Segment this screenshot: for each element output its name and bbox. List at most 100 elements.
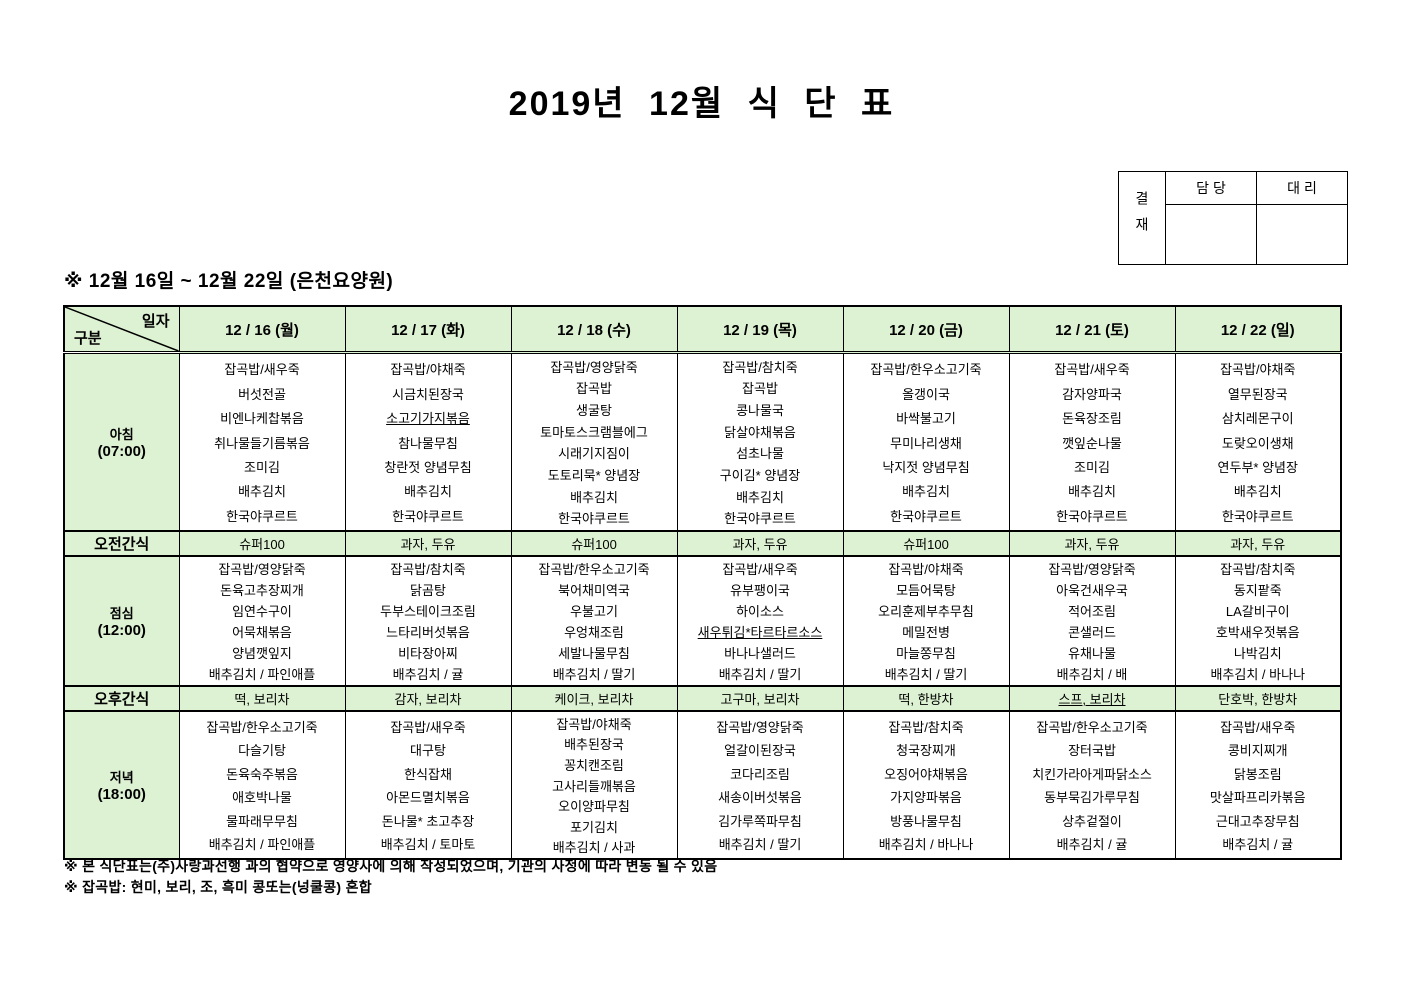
menu-item: 열무된장국 [1227,386,1288,402]
menu-item: 장터국밥 [1068,743,1116,759]
menu-item: 물파래무무침 [226,813,298,829]
menu-item: 배추김치 / 딸기 [718,837,802,853]
menu-cell: 잡곡밥/영양닭죽 돈육고추장찌개 임연수구이 어묵채볶음 양념깻잎지 배추김치 / 파인애… [178,555,346,687]
menu-item: 배추김치 / 사과 [552,840,636,856]
page-title: 2019년 12월 식 단 표 [508,85,895,123]
menu-cell: 잡곡밥/참치죽 동지팥죽 LA갈비구이 호박새우젓볶음 나박김치 배추김치 / 바나나 [1174,555,1342,687]
snack-cell: 슈퍼100 [842,530,1010,557]
menu-item: 배추된장국 [564,737,624,753]
menu-item: 가지양파볶음 [890,790,962,806]
snack-cell: 떡, 한방차 [842,685,1010,712]
menu-cell: 잡곡밥/한우소고기죽 올갱이국 바싹불고기 무미나리생채 낙지젓 양념무침 배추김치 한국야… [842,352,1010,532]
menu-item: 한국야쿠르트 [1221,508,1294,524]
menu-item: 코다리조림 [730,766,790,782]
snack-cell: 케이크, 보리차 [510,685,678,712]
menu-cell: 잡곡밥/새우죽 버섯전골 비엔나케찹볶음 취나물들기름볶음 조미김 배추김치 한국야쿠르트 [178,352,346,532]
corner-label-date: 일자 [141,313,170,330]
menu-item: 얼갈이된장국 [724,743,796,759]
footnote-line: ※ 잡곡밥: 현미, 보리, 조, 흑미 콩또는(넝쿨콩) 혼합 [64,879,372,895]
menu-item: 아욱건새우국 [1056,583,1128,598]
menu-item: 생굴탕 [576,402,612,418]
menu-item: 잡곡밥/한우소고기죽 [1036,719,1148,735]
menu-item: 동부묵김가루무침 [1044,790,1140,806]
menu-cell: 잡곡밥/새우죽 콩비지찌개 닭봉조림 맛살파프리카볶음 근대고추장무침 배추김치 / 귤 [1174,710,1342,860]
menu-item: 근대고추장무침 [1215,813,1300,829]
snack-cell: 슈퍼100 [510,530,678,557]
menu-item: 깻잎순나물 [1062,435,1122,451]
menu-cell: 잡곡밥/영양닭죽 잡곡밥 생굴탕 토마토스크램블에그 시래기지짐이 도토리묵* 양념장 배추… [510,352,678,532]
menu-item: 콩나물국 [736,402,784,418]
menu-item: 잡곡밥/영양닭죽 [218,562,306,577]
menu-item: 느타리버섯볶음 [386,625,470,640]
menu-item: 비타장아찌 [398,646,458,661]
menu-item: 배추김치 / 토마토 [380,837,476,853]
menu-item: 한국야쿠르트 [392,508,464,524]
menu-item: 잡곡밥/참치죽 [1220,562,1296,577]
approval-col-deputy: 대 리 [1256,171,1348,205]
approval-box: 결재 담 당 대 리 [1118,171,1348,265]
menu-item: 감자양파국 [1062,386,1122,402]
menu-item: 돈육장조림 [1062,411,1122,427]
menu-item: LA갈비구이 [1225,604,1290,619]
menu-item: 배추김치 [238,484,286,500]
menu-item: 닭살야채볶음 [724,424,796,440]
menu-item: 취나물들기름볶음 [214,435,310,451]
menu-item: 소고기가지볶음 [386,411,470,427]
menu-item: 돈육고추장찌개 [220,583,304,598]
menu-item: 적어조림 [1068,604,1116,619]
menu-item: 대구탕 [410,743,446,759]
menu-item: 배추김치 [902,484,950,500]
menu-item: 우엉채조림 [564,625,624,640]
menu-item: 배추김치 [1233,484,1282,500]
menu-item: 유부팽이국 [730,583,790,598]
menu-item: 잡곡밥 [576,381,612,397]
snack-cell: 과자, 두유 [1008,530,1176,557]
menu-item: 배추김치 / 딸기 [884,667,968,682]
menu-item: 하이소스 [736,604,784,619]
approval-stamp-label: 결재 [1118,171,1166,265]
menu-item: 오이양파무침 [558,799,630,815]
menu-item: 돈나물* 초고추장 [381,813,475,829]
menu-item: 다슬기탕 [238,743,286,759]
row-label-am_snack: 오전간식 [63,530,180,557]
menu-item: 잡곡밥/야채죽 [390,362,466,378]
menu-item: 새송이버섯볶음 [718,790,802,806]
row-label-dinner: 저녁 (18:00) [63,710,180,860]
menu-item: 양념깻잎지 [232,646,292,661]
menu-item: 우불고기 [570,604,618,619]
row-am_snack: 오전간식 슈퍼100 과자, 두유 슈퍼100 과자, 두유 슈퍼100 과자, 두유 과자,… [63,530,1342,557]
approval-signature-cell [1165,204,1257,265]
menu-item: 배추김치 / 귤 [1056,837,1128,853]
menu-item: 닭곰탕 [410,583,446,598]
menu-item: 배추김치 / 배 [1056,667,1128,682]
menu-cell: 잡곡밥/한우소고기죽 장터국밥 치킨가라아게파닭소스 동부묵김가루무침 상추겉절이 배추김… [1008,710,1176,860]
menu-item: 잡곡밥/참치죽 [390,562,466,577]
row-label-pm_snack: 오후간식 [63,685,180,712]
menu-item: 방풍나물무침 [890,813,962,829]
menu-cell: 잡곡밥/참치죽 잡곡밥 콩나물국 닭살야채볶음 섬초나물 구이김* 양념장 배추김치 한국야쿠… [676,352,844,532]
menu-item: 잡곡밥/새우죽 [1220,719,1296,735]
menu-item: 잡곡밥/참치죽 [722,359,798,375]
column-header-0: 12 / 16 (월) [178,305,346,354]
menu-item: 잡곡밥/새우죽 [390,719,466,735]
menu-item: 조미김 [244,459,280,475]
menu-item: 한국야쿠르트 [890,508,962,524]
menu-item: 북어채미역국 [558,583,630,598]
menu-item: 한식잡채 [404,766,452,782]
menu-cell: 잡곡밥/새우죽 감자양파국 돈육장조림 깻잎순나물 조미김 배추김치 한국야쿠르트 [1008,352,1176,532]
menu-item: 상추겉절이 [1062,813,1122,829]
menu-item: 잡곡밥/영양닭죽 [1048,562,1136,577]
menu-item: 콩비지찌개 [1227,743,1288,759]
menu-item: 바싹불고기 [896,411,956,427]
menu-item: 동지팥죽 [1233,583,1282,598]
column-header-1: 12 / 17 (화) [344,305,512,354]
snack-cell: 스프, 보리차 [1008,685,1176,712]
snack-cell: 슈퍼100 [178,530,346,557]
snack-cell: 과자, 두유 [676,530,844,557]
menu-item: 맛살파프리카볶음 [1209,790,1306,806]
menu-item: 애호박나물 [232,790,292,806]
menu-item: 아몬드멸치볶음 [386,790,470,806]
menu-item: 잡곡밥/야채죽 [888,562,964,577]
